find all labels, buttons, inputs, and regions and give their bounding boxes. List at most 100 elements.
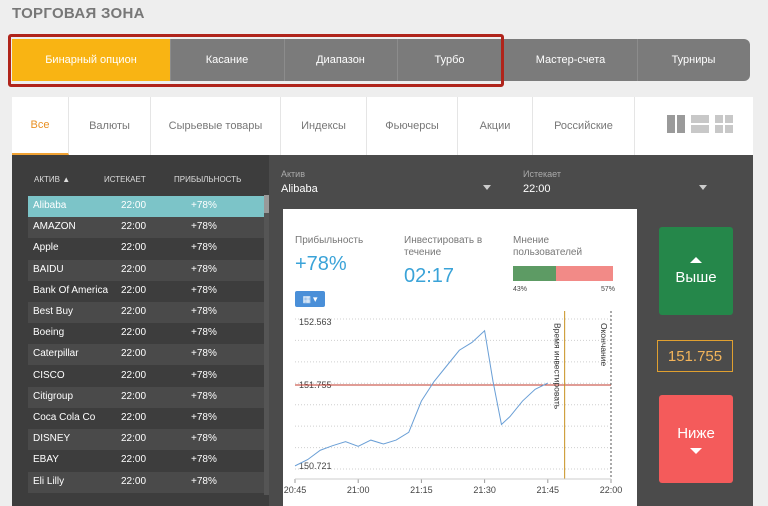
x-tick-label: 20:45 [284,485,307,495]
asset-selector-value: Alibaba [281,183,318,195]
asset-selector[interactable]: Актив Alibaba [269,155,509,207]
asset-expires-cell: 22:00 [121,454,147,466]
asset-expires-cell: 22:00 [121,327,147,339]
asset-asset-cell: AMAZON [33,221,76,233]
filter-all[interactable]: Все [12,97,69,155]
expiry-selector-value: 22:00 [523,183,551,195]
asset-profit-cell: +78% [191,200,217,211]
x-tick-label: 21:45 [537,485,560,495]
asset-expires-cell: 22:00 [121,348,147,360]
opinion-down-pct: 57% [601,286,616,293]
y-tick-label: 150.721 [299,461,332,471]
asset-expires-cell: 22:00 [121,390,147,402]
x-tick-label: 21:15 [410,485,433,495]
x-tick-label: 21:30 [473,485,496,495]
asset-profit-cell: +78% [191,221,217,233]
asset-row[interactable]: Apple 22:00 +78% [28,238,268,259]
asset-profit-cell: +78% [191,390,217,402]
higher-button[interactable]: Выше [659,227,733,315]
asset-row[interactable]: Citigroup 22:00 +78% [28,386,268,408]
opinion-down-fill [556,266,613,281]
sort-up-icon: ▲ [62,175,71,184]
asset-profit-cell: +78% [191,348,217,360]
chart-icon: ▦ [302,293,311,304]
asset-asset-cell: EBAY [33,454,59,466]
chart-type-button[interactable]: ▦ ▾ [295,291,325,307]
asset-table-header: АКТИВ ▲ ИСТЕКАЕТ ПРИБЫЛЬНОСТЬ [12,155,269,193]
col-asset-header[interactable]: АКТИВ ▲ [34,175,71,184]
asset-profit-cell: +78% [191,454,217,466]
asset-profit-cell: +78% [191,412,217,423]
y-tick-label: 152.563 [299,317,332,327]
asset-asset-cell: Apple [33,242,59,254]
asset-row[interactable]: Caterpillar 22:00 +78% [28,344,268,366]
asset-profit-cell: +78% [191,306,217,317]
asset-profit-cell: +78% [191,369,217,381]
view-rows-icon[interactable] [691,115,709,133]
asset-asset-cell: Citigroup [33,390,74,402]
asset-row[interactable]: Boeing 22:00 +78% [28,323,268,344]
tab-binary-option[interactable]: Бинарный опцион [12,39,170,81]
asset-row[interactable]: AMAZON 22:00 +78% [28,217,268,239]
higher-button-label: Выше [675,268,717,286]
view-mode-switcher [667,115,733,133]
chevron-down-icon [699,185,707,190]
user-opinion-label: Мнение пользователей [513,235,583,258]
tab-touch[interactable]: Касание [205,54,249,66]
filter-currencies[interactable]: Валюты [69,97,151,155]
account-tabs-group [504,39,750,81]
asset-expires-cell: 22:00 [121,200,147,211]
lower-button[interactable]: Ниже [659,395,733,483]
asset-expires-cell: 22:00 [121,369,147,381]
expiry-selector[interactable]: Истекает 22:00 [511,155,725,207]
asset-expires-cell: 22:00 [121,263,147,275]
tab-master-accounts[interactable]: Мастер-счета [535,54,606,66]
asset-asset-cell: Best Buy [33,306,74,317]
filter-commodities[interactable]: Сырьевые товары [151,97,281,155]
current-price: 151.755 [657,340,733,372]
opinion-up-fill [513,266,556,281]
filter-indices[interactable]: Индексы [281,97,367,155]
asset-row[interactable]: DISNEY 22:00 +78% [28,429,268,451]
asset-profit-cell: +78% [191,242,217,254]
tab-tournaments[interactable]: Турниры [671,54,716,66]
asset-asset-cell: CISCO [33,369,65,381]
asset-row[interactable]: Eli Lilly 22:00 +78% [28,471,268,493]
asset-list-scrollbar[interactable] [264,195,269,495]
x-tick-label: 21:00 [347,485,370,495]
filter-futures[interactable]: Фьючерсы [367,97,458,155]
filter-stocks[interactable]: Акции [458,97,533,155]
asset-profit-cell: +78% [191,475,217,487]
arrow-down-icon [690,447,702,454]
lower-button-label: Ниже [677,424,715,442]
view-grid-wide-icon[interactable] [667,115,685,133]
profit-value: +78% [295,253,347,275]
asset-row[interactable]: BAIDU 22:00 +78% [28,259,268,281]
col-profit-header[interactable]: ПРИБЫЛЬНОСТЬ [174,175,242,184]
asset-row[interactable]: CISCO 22:00 +78% [28,366,268,387]
tab-turbo[interactable]: Турбо [434,54,465,66]
asset-expires-cell: 22:00 [121,284,147,296]
asset-row[interactable]: Alibaba 22:00 +78% [28,196,268,217]
asset-list-panel: АКТИВ ▲ ИСТЕКАЕТ ПРИБЫЛЬНОСТЬ Alibaba 22:… [12,155,269,506]
tab-range[interactable]: Диапазон [316,54,365,66]
asset-selector-label: Актив [281,169,305,179]
asset-filter-bar: Все Валюты Сырьевые товары Индексы Фьюче… [12,97,753,155]
asset-expires-cell: 22:00 [121,475,147,487]
asset-row[interactable]: Coca Cola Co 22:00 +78% [28,408,268,429]
asset-expires-cell: 22:00 [121,306,147,317]
asset-asset-cell: Boeing [33,327,65,339]
asset-asset-cell: BAIDU [33,263,64,275]
asset-asset-cell: Caterpillar [33,348,79,360]
asset-expires-cell: 22:00 [121,242,147,254]
asset-row[interactable]: Best Buy 22:00 +78% [28,302,268,323]
col-expires-header[interactable]: ИСТЕКАЕТ [104,175,146,184]
filter-russian[interactable]: Российские [533,97,635,155]
asset-row[interactable]: EBAY 22:00 +78% [28,450,268,471]
chevron-down-icon: ▾ [312,293,318,304]
asset-row[interactable]: Bank Of America 22:00 +78% [28,281,268,302]
view-grid-icon[interactable] [715,115,733,133]
scroll-thumb[interactable] [264,195,269,213]
option-type-tabs: Бинарный опцион Касание Диапазон Турбо М… [12,39,750,81]
